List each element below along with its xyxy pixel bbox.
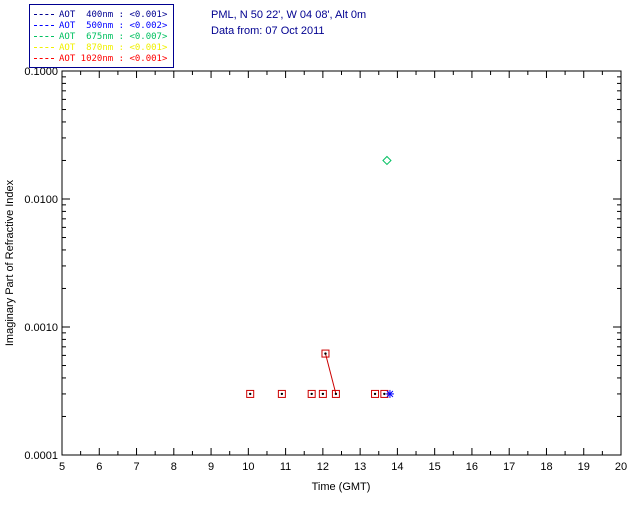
axes-group: 5 6 7 8 9 10 11 12 13 14 15 16 17 18 19 20 0.1000 0.0100 0…: [24, 66, 627, 473]
y-tick-label: 0.0100: [24, 194, 58, 206]
markers-group: [246, 155, 394, 398]
legend-entry-label: AOT 400nm : <0.001>: [59, 9, 168, 20]
legend-entry-label: AOT 500nm : <0.002>: [59, 20, 168, 31]
legend-entry-3: AOT 870nm : <0.001>: [34, 42, 167, 53]
y-tick-label: 0.0001: [24, 450, 58, 462]
x-tick-label: 5: [59, 461, 65, 473]
legend-line-sample: [34, 47, 54, 48]
legend-line-sample: [34, 58, 54, 59]
x-tick-label: 6: [96, 461, 102, 473]
legend-entry-0: AOT 400nm : <0.001>: [34, 9, 167, 20]
x-tick-label: 16: [466, 461, 478, 473]
legend-box: AOT 400nm : <0.001> AOT 500nm : <0.002> AO…: [29, 4, 175, 68]
y-tick-label: 0.1000: [24, 66, 58, 78]
y-axis-title: Imaginary Part of Refractive Index: [4, 179, 16, 346]
legend-entry-label: AOT 675nm : <0.007>: [59, 31, 168, 42]
x-tick-label: 20: [615, 461, 627, 473]
legend-entry-4: AOT 1020nm : <0.001>: [34, 53, 167, 64]
y-tick-label: 0.0010: [24, 322, 58, 334]
site-info-line: PML, N 50 22', W 04 08', Alt 0m: [211, 9, 367, 21]
legend-line-sample: [34, 25, 54, 26]
legend-line-sample: [34, 14, 54, 15]
x-tick-label: 15: [429, 461, 441, 473]
x-tick-label: 7: [133, 461, 139, 473]
legend-entry-label: AOT 870nm : <0.001>: [59, 42, 168, 53]
legend-entry-1: AOT 500nm : <0.002>: [34, 20, 167, 31]
x-tick-label: 18: [540, 461, 552, 473]
x-tick-label: 17: [503, 461, 515, 473]
plot-header: PML, N 50 22', W 04 08', Alt 0m Data fro…: [211, 7, 366, 39]
x-axis-title: Time (GMT): [312, 481, 371, 493]
x-tick-label: 11: [280, 461, 291, 473]
refractive-index-diamond-markers: [382, 155, 392, 166]
x-tick-label: 14: [391, 461, 403, 473]
x-tick-label: 8: [171, 461, 177, 473]
refractive-index-squares-markers: [246, 349, 389, 398]
legend-entry-label: AOT 1020nm : <0.001>: [59, 53, 168, 64]
refractive-index-asterisk-markers: [385, 389, 394, 398]
data-date-line: Data from: 07 Oct 2011: [211, 25, 325, 37]
legend-entry-2: AOT 675nm : <0.007>: [34, 31, 167, 42]
legend-line-sample: [34, 36, 54, 37]
x-tick-label: 19: [578, 461, 590, 473]
x-tick-label: 10: [242, 461, 254, 473]
x-tick-label: 12: [317, 461, 329, 473]
x-tick-label: 13: [354, 461, 366, 473]
x-tick-label: 9: [208, 461, 214, 473]
